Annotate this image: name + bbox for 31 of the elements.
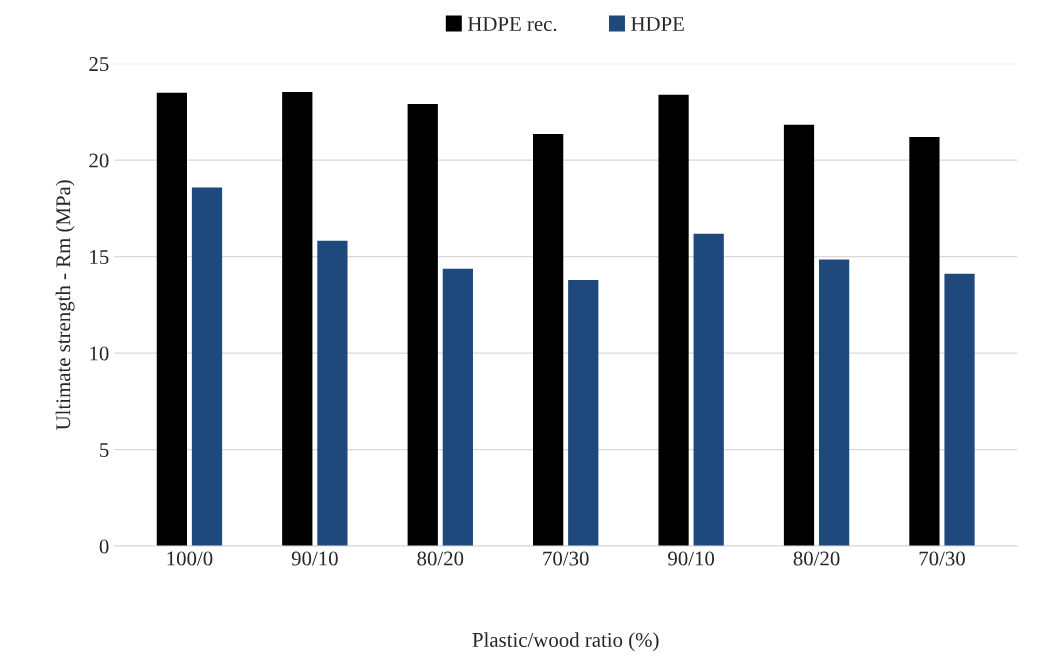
- x-tick-label: 70/30: [543, 551, 589, 566]
- y-tick-label: 20: [89, 153, 109, 168]
- y-tick-label: 25: [89, 57, 109, 72]
- x-tick-label: 90/10: [291, 551, 338, 566]
- bar: [442, 268, 473, 547]
- bar: [658, 94, 689, 547]
- x-tick-label: 90/10: [668, 551, 715, 566]
- legend-label: HDPE rec.: [467, 17, 557, 32]
- y-tick-label: 0: [99, 539, 109, 554]
- bar: [282, 91, 313, 547]
- y-tick-label: 10: [90, 346, 109, 361]
- bar: [819, 259, 850, 547]
- bar: [156, 92, 187, 547]
- x-tick-label: 80/20: [417, 551, 464, 566]
- y-axis-title: Ultimate strength - Rm (MPa): [55, 180, 75, 430]
- x-tick-label: 70/30: [919, 551, 965, 566]
- bar: [317, 240, 348, 547]
- bar: [783, 124, 815, 547]
- x-tick-label: 100/0: [167, 551, 213, 566]
- bar: [407, 104, 438, 547]
- x-tick-label: 80/20: [793, 551, 840, 566]
- y-tick-label: 15: [90, 250, 109, 265]
- bar: [693, 233, 724, 547]
- legend-label: HDPE: [631, 17, 684, 31]
- bar: [568, 280, 599, 547]
- bar: [533, 133, 564, 547]
- bar: [191, 187, 223, 547]
- y-tick-label: 5: [100, 443, 109, 457]
- bar: [909, 137, 940, 547]
- bar: [944, 273, 975, 547]
- x-axis-title: Plastic/wood ratio (%): [472, 632, 659, 652]
